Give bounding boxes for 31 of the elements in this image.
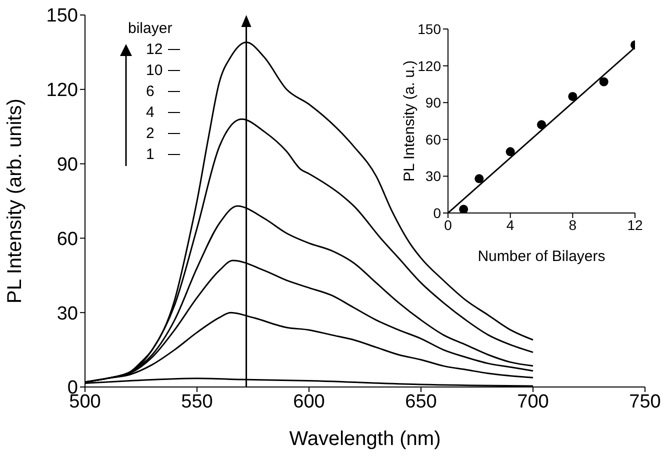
x-tick-label: 0 [444, 216, 452, 233]
legend-label: 4 [146, 103, 156, 123]
y-tick-label: 90 [56, 154, 78, 176]
legend-title: bilayer [128, 19, 174, 39]
y-tick-label: 90 [425, 94, 442, 111]
x-tick-label: 650 [405, 391, 437, 412]
y-tick-label: 150 [46, 6, 78, 27]
legend-label: 12 [146, 40, 164, 60]
x-tick-label: 750 [629, 391, 661, 412]
x-tick-label: 700 [517, 391, 549, 412]
y-tick-label: 120 [418, 58, 442, 74]
y-tick-label: 120 [46, 80, 78, 102]
x-tick-label: 600 [293, 391, 325, 412]
legend-label: 6 [146, 82, 156, 102]
x-tick-label: 12 [627, 216, 643, 233]
y-axis-title: PL Intensity (a. u.) [400, 60, 418, 182]
y-tick-label: 30 [425, 168, 442, 184]
y-axis-title: PL Intensity (arb. units) [4, 98, 26, 304]
x-tick-label: 4 [506, 216, 514, 233]
x-tick-label: 550 [181, 391, 213, 412]
x-axis-title: Wavelength (nm) [289, 428, 441, 450]
y-tick-label: 150 [418, 20, 442, 37]
y-tick-label: 60 [56, 228, 78, 250]
x-axis-title: Number of Bilayers [478, 248, 606, 265]
legend-label: 2 [146, 124, 156, 144]
legend-label: 10 [146, 61, 164, 81]
y-tick-label: 60 [425, 131, 442, 148]
x-tick-label: 8 [568, 216, 577, 233]
y-tick-label: 0 [433, 204, 442, 221]
legend-label: 1 [146, 145, 156, 165]
y-tick-label: 30 [56, 303, 78, 324]
